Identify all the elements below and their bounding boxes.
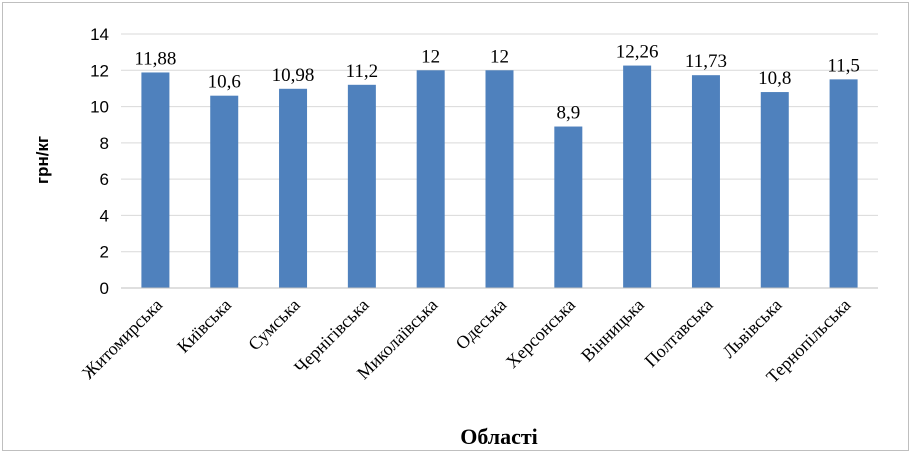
y-tick-label: 4 <box>100 206 109 225</box>
bar <box>623 65 652 288</box>
data-label: 11,2 <box>346 61 379 82</box>
bar <box>829 79 858 288</box>
bars <box>141 65 858 289</box>
y-tick-label: 6 <box>100 170 109 189</box>
y-tick-label: 12 <box>90 61 109 80</box>
x-axis-title: Області <box>460 424 538 449</box>
x-tick-label: Одеська <box>452 295 511 354</box>
data-labels: 11,88 10,6 10,98 11,2 12 12 8,9 12,26 11,73 10,8 1… <box>134 42 859 124</box>
data-label: 10,98 <box>272 65 315 86</box>
bar <box>554 126 583 289</box>
x-tick-label: Херсонська <box>502 295 579 372</box>
y-tick-label: 0 <box>100 279 109 298</box>
data-label: 11,88 <box>134 48 176 69</box>
y-axis-title: грн/кг <box>33 136 52 184</box>
x-tick-label: Київська <box>173 295 235 357</box>
data-label: 10,6 <box>208 72 241 93</box>
bar <box>416 70 445 289</box>
x-tick-label: Житомирська <box>78 295 166 383</box>
x-tick-label: Львівська <box>718 295 785 362</box>
bar <box>347 84 376 288</box>
x-tick-label: Сумська <box>244 295 304 355</box>
y-tick-label: 8 <box>100 134 109 153</box>
data-label: 11,73 <box>685 51 727 72</box>
data-label: 12 <box>490 46 509 67</box>
y-axis-ticks: 0 2 4 6 8 10 12 14 <box>90 25 109 298</box>
x-axis-ticks: Житомирська Київська СумськаЧернігівськаМи… <box>78 295 854 387</box>
data-label: 8,9 <box>556 103 580 124</box>
y-tick-label: 10 <box>90 98 109 117</box>
x-tick-label: Вінницька <box>577 295 648 366</box>
bar <box>141 72 170 288</box>
data-label: 10,8 <box>758 68 791 89</box>
bar <box>210 95 239 288</box>
data-label: 12 <box>421 46 440 67</box>
y-tick-label: 14 <box>90 25 109 44</box>
data-label: 11,5 <box>827 55 860 76</box>
bar <box>279 88 308 288</box>
x-tick-label: Полтавська <box>641 295 717 371</box>
bar <box>485 70 514 289</box>
bar <box>760 92 789 288</box>
data-label: 12,26 <box>616 42 659 63</box>
y-tick-label: 2 <box>100 243 109 262</box>
bar <box>691 75 720 288</box>
